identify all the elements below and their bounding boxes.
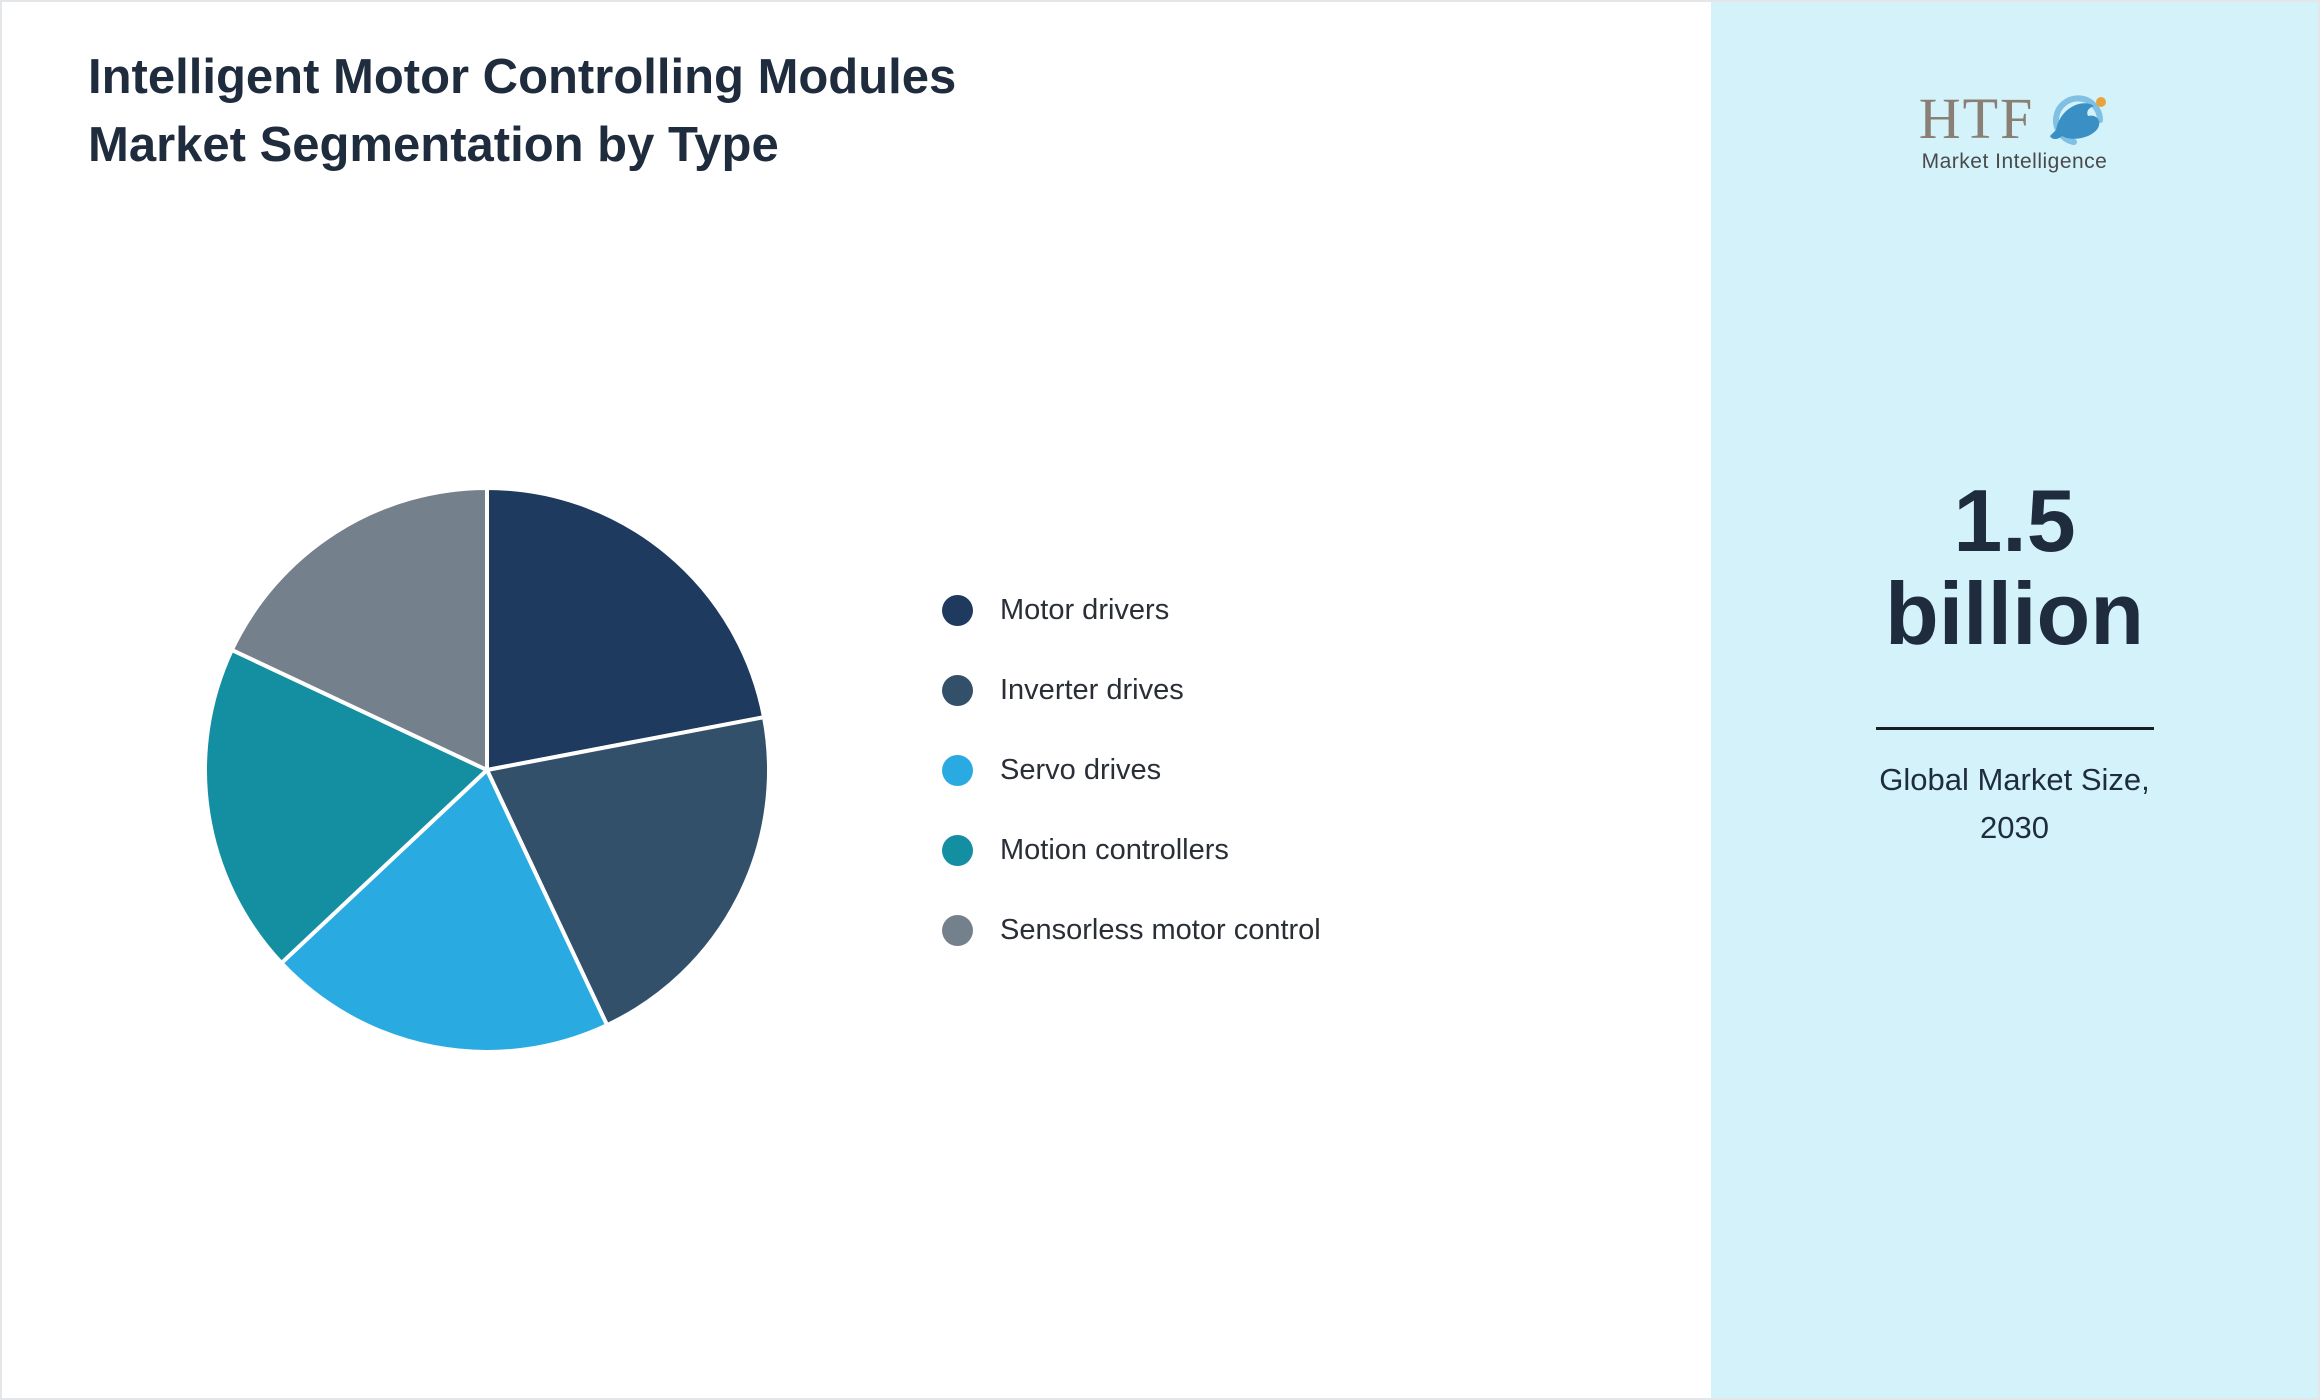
market-size-caption: Global Market Size, 2030 — [1879, 761, 2150, 845]
side-panel: HTF Market Intelligence 1.5 billion Glob… — [1711, 2, 2318, 1398]
market-size-value: 1.5 billion — [1884, 471, 2145, 664]
legend-item: Inverter drives — [942, 674, 1321, 707]
pie-chart — [203, 486, 771, 1054]
legend-label: Motion controllers — [1000, 833, 1229, 866]
divider-line — [1875, 726, 2154, 730]
chart-row: Motor drivers Inverter drives Servo drives… — [187, 470, 1321, 1070]
logo-block: HTF Market Intelligence — [1919, 90, 2111, 174]
pie-slice-3 — [203, 647, 489, 966]
legend-item: Sensorless motor control — [942, 914, 1321, 947]
legend-item: Servo drives — [942, 754, 1321, 787]
legend-dot-icon — [942, 674, 973, 706]
legend-item: Motor drivers — [942, 594, 1321, 627]
legend-dot-icon — [942, 834, 973, 866]
pie-slice-2 — [279, 768, 610, 1054]
legend-label: Motor drivers — [1000, 593, 1170, 626]
pie-slice-0 — [485, 486, 767, 772]
logo-top: HTF — [1919, 90, 2111, 148]
legend-dot-icon — [942, 914, 973, 946]
legend-label: Inverter drives — [1000, 673, 1184, 706]
logo-subtext: Market Intelligence — [1921, 150, 2108, 173]
pie-slice-1 — [485, 715, 771, 1028]
pie-slice-4 — [229, 486, 489, 772]
logo-text: HTF — [1918, 86, 2035, 151]
legend-item: Motion controllers — [942, 834, 1321, 867]
chart-area: Intelligent Motor Controlling Modules Ma… — [2, 2, 1711, 1398]
legend-dot-icon — [942, 594, 973, 626]
legend-label: Servo drives — [1000, 753, 1162, 786]
dolphin-swirl-icon — [2050, 95, 2107, 145]
legend-label: Sensorless motor control — [1000, 913, 1321, 946]
legend: Motor drivers Inverter drives Servo drives… — [942, 594, 1321, 947]
page-title: Intelligent Motor Controlling Modules Ma… — [88, 50, 957, 172]
legend-dot-icon — [942, 754, 973, 786]
